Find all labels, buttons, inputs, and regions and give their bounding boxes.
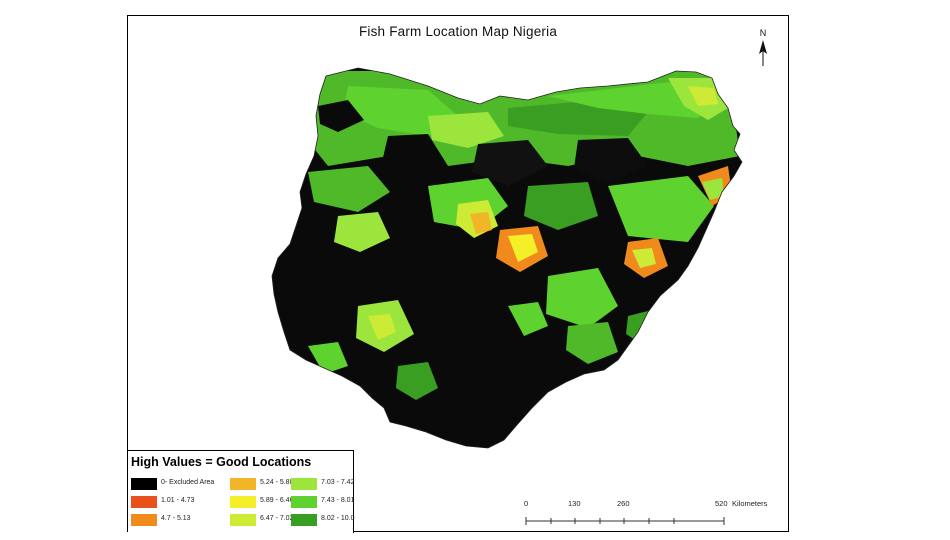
legend-swatch [291, 478, 317, 490]
legend-swatch [131, 514, 157, 526]
legend-item: 1.01 - 4.73 [131, 496, 231, 508]
scale-bar: 0 130 260 520 Kilometers [524, 499, 784, 529]
legend-swatch [131, 478, 157, 490]
legend-item: 7.03 - 7.42 [291, 478, 355, 490]
legend-label: 8.02 - 10.0 [321, 515, 355, 522]
legend-label: 7.43 - 8.01 [321, 497, 355, 504]
legend-label: 0- Excluded Area [161, 479, 215, 486]
legend-swatch [131, 496, 157, 508]
legend-item: 6.47 - 7.02 [230, 514, 320, 526]
scale-tick-label: 130 [568, 499, 581, 508]
scale-tick-label: 0 [524, 499, 529, 508]
legend-swatch [230, 496, 256, 508]
legend-item: 4.7 - 5.13 [131, 514, 231, 526]
legend-swatch [230, 478, 256, 490]
map-frame: Fish Farm Location Map Nigeria N High Va… [127, 15, 789, 533]
scale-unit-label: Kilometers [732, 499, 768, 508]
legend-item: 5.89 - 6.46 [230, 496, 320, 508]
legend-item: 7.43 - 8.01 [291, 496, 355, 508]
nigeria-suitability-map [271, 67, 743, 449]
legend-label: 1.01 - 4.73 [161, 497, 195, 504]
legend-label: 6.47 - 7.02 [260, 515, 294, 522]
legend-label: 4.7 - 5.13 [161, 515, 191, 522]
map-title: Fish Farm Location Map Nigeria [358, 24, 558, 39]
legend-item: 8.02 - 10.0 [291, 514, 355, 526]
legend-item: 5.24 - 5.88 [230, 478, 320, 490]
legend: High Values = Good Locations 0- Excluded… [128, 450, 354, 533]
legend-swatch [291, 496, 317, 508]
legend-swatch [291, 514, 317, 526]
legend-label: 5.89 - 6.46 [260, 497, 294, 504]
scale-bar-line [525, 517, 725, 525]
legend-swatch [230, 514, 256, 526]
north-label: N [759, 28, 767, 38]
scale-tick-label: 520 [715, 499, 728, 508]
north-arrow: N [754, 28, 772, 68]
legend-title: High Values = Good Locations [131, 455, 312, 469]
scale-tick-label: 260 [617, 499, 630, 508]
north-arrow-icon [759, 40, 767, 66]
legend-label: 7.03 - 7.42 [321, 479, 355, 486]
legend-label: 5.24 - 5.88 [260, 479, 294, 486]
legend-item: 0- Excluded Area [131, 478, 231, 490]
suitability-raster [272, 68, 742, 448]
